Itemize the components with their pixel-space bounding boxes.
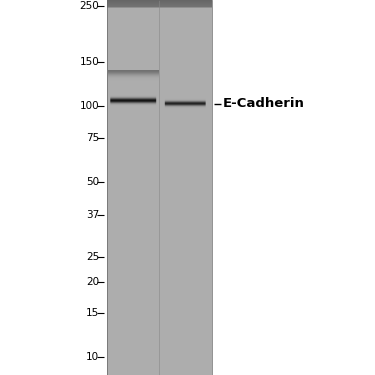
Text: 150: 150 (80, 57, 99, 67)
Text: 15: 15 (86, 308, 99, 318)
Text: 75: 75 (86, 133, 99, 142)
Text: 20: 20 (86, 277, 99, 287)
Text: 37: 37 (86, 210, 99, 220)
Bar (107, 0, 212, 375)
Text: E-Cadherin: E-Cadherin (223, 98, 305, 110)
Text: 10: 10 (86, 352, 99, 362)
Text: 100: 100 (80, 101, 99, 111)
Text: 50: 50 (86, 177, 99, 187)
Text: 250: 250 (80, 2, 99, 11)
Text: 25: 25 (86, 252, 99, 262)
